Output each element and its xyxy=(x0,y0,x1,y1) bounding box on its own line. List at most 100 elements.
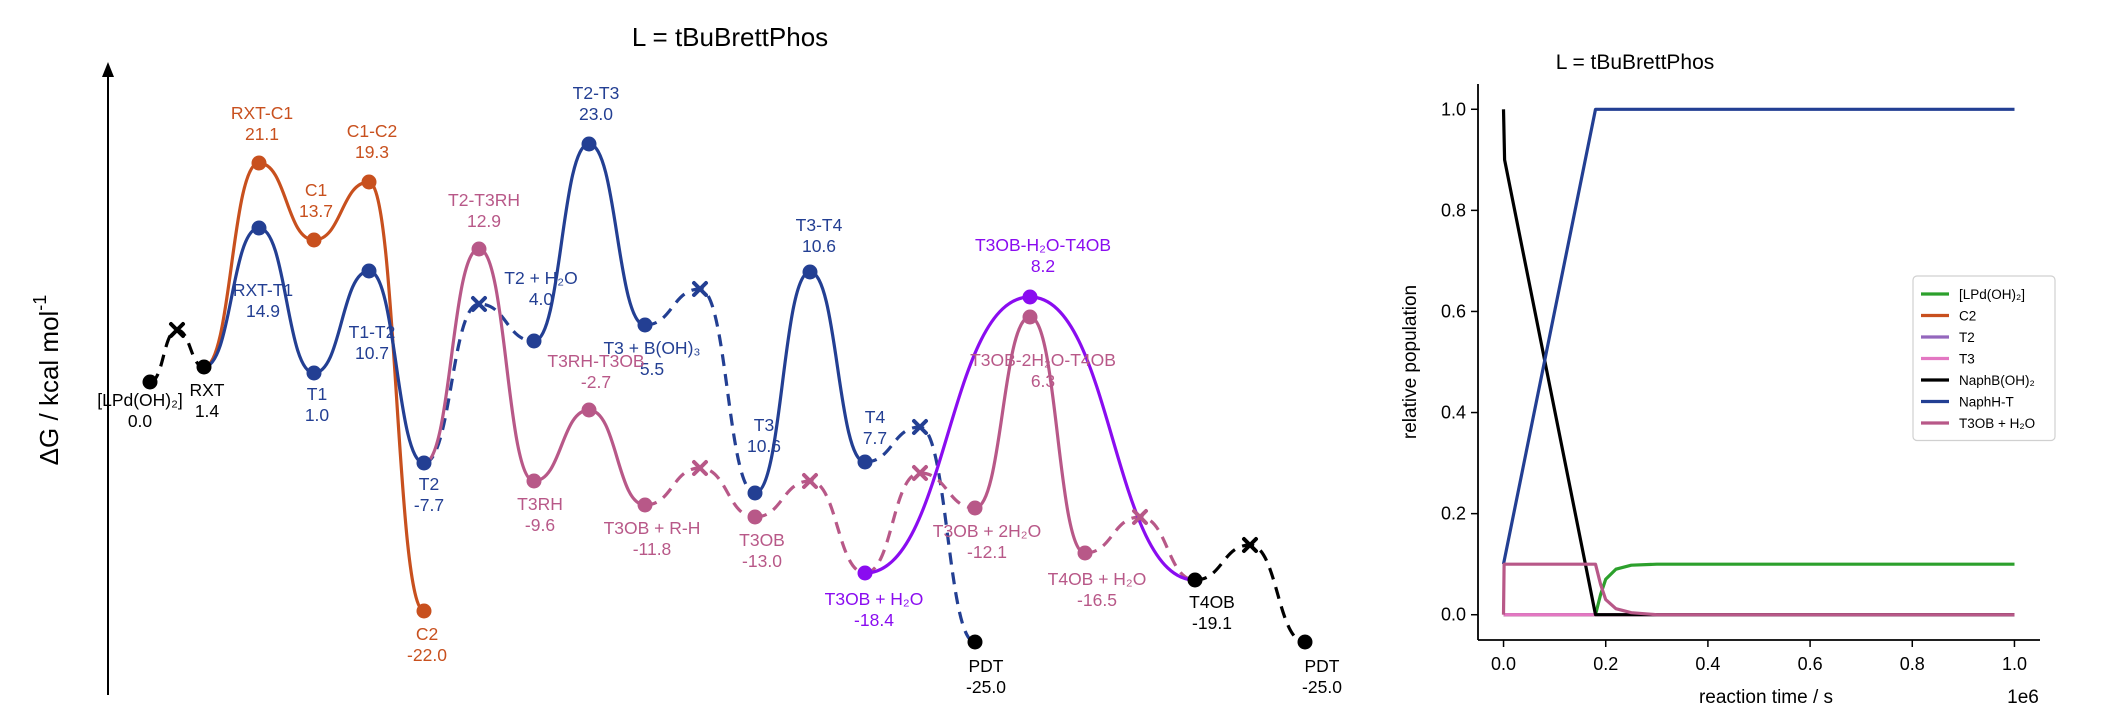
energy-node-label-line: -2.7 xyxy=(581,372,611,392)
energy-node-label: T1-T2 10.7 xyxy=(349,322,396,363)
energy-node-label-line: 10.6 xyxy=(802,236,836,256)
energy-node xyxy=(581,402,597,418)
energy-node-label: RXT-T1 14.9 xyxy=(233,280,293,321)
energy-node-label: C2 -22.0 xyxy=(407,624,447,665)
population-chart-title: L = tBuBrettPhos xyxy=(1556,51,1715,74)
intermediate-marker xyxy=(1132,509,1148,525)
energy-node-label-line: -25.0 xyxy=(1302,677,1342,697)
energy-node-label-line: 10.6 xyxy=(747,436,781,456)
energy-node xyxy=(1077,545,1093,561)
y-tick-label: 0.0 xyxy=(1441,605,1466,625)
energy-node-label-line: T2-T3 xyxy=(573,83,620,103)
energy-node-label-line: 21.1 xyxy=(245,124,279,144)
energy-node-label-line: T3-T4 xyxy=(796,215,843,235)
energy-node-label-line: T3OB xyxy=(739,530,785,550)
energy-node xyxy=(416,455,432,471)
population-legend: [LPd(OH)₂] C2 T2 T3 NaphB(OH)₂ NaphH-T T3OB + … xyxy=(1912,275,2056,442)
population-x-multiplier: 1e6 xyxy=(2007,687,2039,708)
energy-node-label: C1-C2 19.3 xyxy=(347,121,398,162)
energy-node xyxy=(1297,634,1313,650)
energy-node-label: T2-T3 23.0 xyxy=(573,83,620,124)
intermediate-marker xyxy=(802,473,818,489)
energy-node-label-line: T3OB-2H₂O-T4OB xyxy=(970,350,1116,370)
energy-node xyxy=(526,333,542,349)
energy-node-label-line: 13.7 xyxy=(299,201,333,221)
pathway-curve xyxy=(754,270,866,495)
energy-node-label: T3RH -9.6 xyxy=(517,494,563,535)
y-tick-label: 1.0 xyxy=(1441,99,1466,119)
energy-node-label-line: C2 xyxy=(416,624,438,644)
energy-node-label-line: T3 xyxy=(754,415,774,435)
population-panel: L = tBuBrettPhos 0.0 0.2 0.4 0.6 0.8 1.00.00.… xyxy=(1400,51,2056,708)
energy-node-label: T3OB-2H₂O-T4OB 6.3 xyxy=(970,350,1116,391)
energy-axis-label-text: ΔG / kcal mol xyxy=(34,311,64,466)
energy-node xyxy=(857,565,873,581)
energy-node-label: T1 1.0 xyxy=(305,384,330,425)
energy-axis-label: ΔG / kcal mol-1 xyxy=(30,295,64,466)
energy-node-label-line: T3OB + 2H₂O xyxy=(933,521,1041,541)
energy-node-label-line: T1-T2 xyxy=(349,322,396,342)
energy-node xyxy=(637,317,653,333)
energy-node-label-line: -19.1 xyxy=(1192,613,1232,633)
energy-node xyxy=(857,454,873,470)
energy-node-label-line: 6.3 xyxy=(1031,371,1055,391)
energy-node-label: T3OB + 2H₂O -12.1 xyxy=(933,521,1041,562)
energy-node-label: RXT-C1 21.1 xyxy=(231,103,293,144)
energy-node-label: PDT -25.0 xyxy=(1302,656,1342,697)
energy-node-label-line: -7.7 xyxy=(414,495,444,515)
energy-node-label: T3OB-H₂O-T4OB 8.2 xyxy=(975,235,1111,276)
intermediate-marker xyxy=(169,322,185,338)
population-series-line xyxy=(1501,107,2015,565)
energy-node-label-line: -18.4 xyxy=(854,610,894,630)
x-tick-label: 0.0 xyxy=(1491,654,1516,674)
energy-node-label-line: -13.0 xyxy=(742,551,782,571)
energy-node xyxy=(526,473,542,489)
pathway-curve xyxy=(203,226,425,465)
energy-node-label-line: RXT-T1 xyxy=(233,280,293,300)
legend-label: T3OB + H₂O xyxy=(1959,416,2035,431)
energy-node-label-line: 14.9 xyxy=(246,301,280,321)
energy-node-label-line: PDT xyxy=(969,656,1004,676)
energy-profile-title: L = tBuBrettPhos xyxy=(632,22,828,52)
energy-node-label: T4OB -19.1 xyxy=(1189,592,1235,633)
energy-node-label: RXT 1.4 xyxy=(190,380,225,421)
energy-node-label: T3OB -13.0 xyxy=(739,530,785,571)
energy-node-label-line: T4OB + H₂O xyxy=(1048,569,1147,589)
energy-node xyxy=(251,155,267,171)
energy-node xyxy=(361,174,377,190)
legend-label: C2 xyxy=(1959,309,1976,324)
energy-node-label-line: RXT-C1 xyxy=(231,103,293,123)
energy-profile-panel: L = tBuBrettPhos ΔG / kcal mol-1 [LPd(OH… xyxy=(30,22,1342,697)
energy-node xyxy=(1022,309,1038,325)
energy-node-label: T3RH-T3OB -2.7 xyxy=(547,351,644,392)
legend-label: NaphB(OH)₂ xyxy=(1959,373,2035,388)
energy-node xyxy=(196,359,212,375)
energy-node xyxy=(306,365,322,381)
energy-node xyxy=(142,374,158,390)
energy-node-label-line: T2 xyxy=(419,474,439,494)
energy-node xyxy=(637,497,653,513)
energy-node-label-line: 19.3 xyxy=(355,142,389,162)
energy-node xyxy=(416,603,432,619)
energy-node-label-line: -12.1 xyxy=(967,542,1007,562)
y-tick-label: 0.8 xyxy=(1441,200,1466,220)
energy-node xyxy=(967,634,983,650)
x-tick-label: 0.4 xyxy=(1695,654,1720,674)
energy-node xyxy=(1022,289,1038,305)
energy-node-label-line: T3OB-H₂O-T4OB xyxy=(975,235,1111,255)
energy-node-label-line: T3RH xyxy=(517,494,563,514)
pathway-curve xyxy=(533,142,646,343)
energy-axis-arrow xyxy=(102,62,114,77)
energy-node-label: T4OB + H₂O -16.5 xyxy=(1048,569,1147,610)
energy-node xyxy=(306,232,322,248)
x-tick-label: 0.8 xyxy=(1900,654,1925,674)
energy-node xyxy=(361,263,377,279)
energy-node-label: T2 -7.7 xyxy=(414,474,444,515)
pathway-dashed-curve xyxy=(644,287,756,495)
energy-node-label: T3OB + H₂O -18.4 xyxy=(825,589,924,630)
energy-node-label-line: -11.8 xyxy=(633,539,672,559)
energy-node-label-line: PDT xyxy=(1305,656,1340,676)
energy-node-label-line: -16.5 xyxy=(1077,590,1117,610)
energy-axis-label-superscript: -1 xyxy=(30,295,50,311)
